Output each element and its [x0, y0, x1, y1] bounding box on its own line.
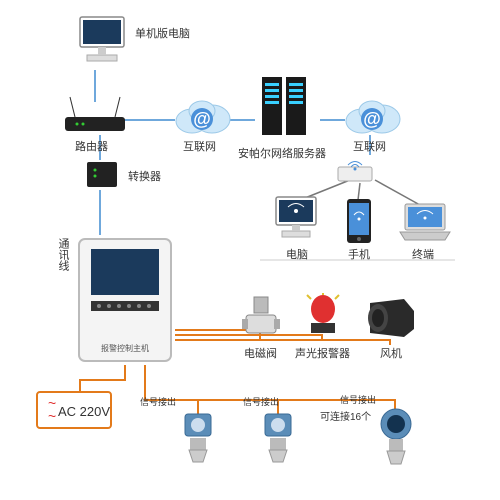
sensor3-note: 可连接16个: [320, 408, 371, 423]
fan-label: 风机: [380, 345, 402, 361]
svg-text:~: ~: [48, 408, 56, 424]
valve-label: 电磁阀: [244, 345, 277, 361]
comm-line-label: 通讯线: [55, 238, 71, 271]
svg-text:报警控制主机: 报警控制主机: [101, 343, 149, 353]
power-label: AC 220V: [58, 404, 110, 419]
sensor1-sig: 信号接出: [140, 395, 176, 408]
alarm-label: 声光报警器: [295, 345, 350, 361]
sensor2-sig: 信号接出: [243, 395, 279, 408]
sensor3-sig: 信号接出: [340, 393, 376, 406]
